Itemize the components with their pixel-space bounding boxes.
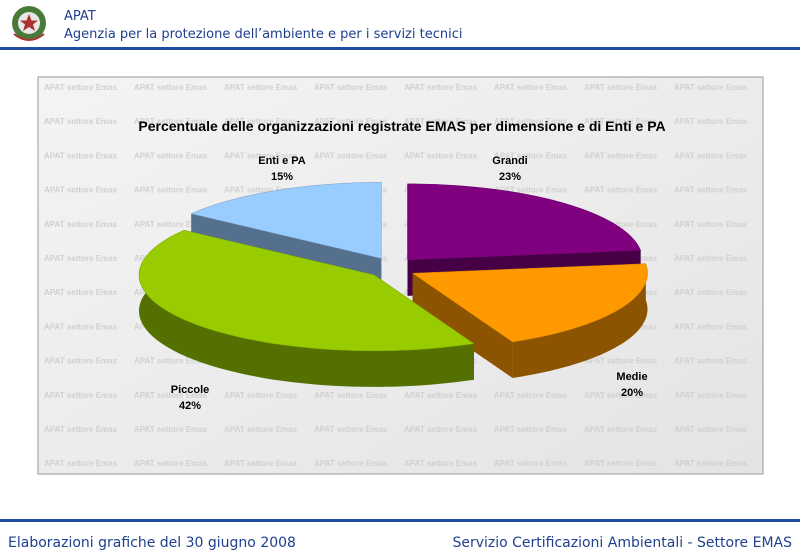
chart-title: Percentuale delle organizzazioni registr… (138, 118, 665, 134)
slice-value-label: 20% (621, 387, 643, 399)
slice-side (412, 273, 513, 378)
watermark-text: APAT settore Emas (224, 117, 298, 126)
slice-value-label: 23% (499, 171, 521, 183)
slice-value-label: 42% (179, 400, 201, 412)
watermark-text: APAT settore Emas (44, 83, 118, 92)
watermark-text: APAT settore Emas (134, 459, 208, 468)
watermark-text: APAT settore Emas (44, 288, 118, 297)
watermark-text: APAT settore Emas (224, 425, 298, 434)
watermark-text: APAT settore Emas (314, 459, 388, 468)
watermark-text: APAT settore Emas (314, 425, 388, 434)
header-title: APAT (64, 9, 96, 24)
pie-slice (138, 229, 475, 387)
watermark-text: APAT settore Emas (674, 357, 748, 366)
watermark-text: APAT settore Emas (494, 459, 568, 468)
slice-label: Enti e PA (258, 155, 306, 167)
watermark-text: APAT settore Emas (44, 254, 118, 263)
watermark-text: APAT settore Emas (404, 459, 478, 468)
watermark-text: APAT settore Emas (494, 425, 568, 434)
watermark-text: APAT settore Emas (44, 186, 118, 195)
watermark-text: APAT settore Emas (134, 357, 208, 366)
watermark-text: APAT settore Emas (674, 83, 748, 92)
watermark-text: APAT settore Emas (674, 391, 748, 400)
watermark-text: APAT settore Emas (314, 83, 388, 92)
watermark-text: APAT settore Emas (134, 117, 208, 126)
header-rule (0, 47, 800, 50)
watermark-text: APAT settore Emas (44, 220, 118, 229)
watermark-text: APAT settore Emas (584, 391, 658, 400)
watermark-text: APAT settore Emas (494, 151, 568, 160)
slice-wall (139, 230, 474, 387)
watermark-text: APAT settore Emas (134, 151, 208, 160)
slice-label: Grandi (492, 155, 527, 167)
watermark-text: APAT settore Emas (674, 151, 748, 160)
watermark-text: APAT settore Emas (134, 186, 208, 195)
watermark-text: APAT settore Emas (44, 391, 118, 400)
watermark-text: APAT settore Emas (44, 357, 118, 366)
slice-top (138, 229, 475, 352)
slice-top (190, 182, 382, 259)
watermark-text: APAT settore Emas (44, 322, 118, 331)
watermark-text: APAT settore Emas (404, 151, 478, 160)
watermark-text: APAT settore Emas (584, 459, 658, 468)
slice-top (407, 183, 641, 261)
watermark-text: APAT settore Emas (314, 117, 388, 126)
watermark-text: APAT settore Emas (44, 425, 118, 434)
slice-wall (512, 263, 648, 378)
watermark-text: APAT settore Emas (404, 117, 478, 126)
watermark-text: APAT settore Emas (494, 83, 568, 92)
watermark-text: APAT settore Emas (44, 117, 118, 126)
header-subtitle: Agenzia per la protezione dell’ambiente … (64, 27, 462, 42)
watermark-text: APAT settore Emas (584, 117, 658, 126)
watermark-text: APAT settore Emas (674, 117, 748, 126)
watermark-text: APAT settore Emas (404, 83, 478, 92)
watermark-text: APAT settore Emas (134, 220, 208, 229)
watermark-text: APAT settore Emas (674, 186, 748, 195)
watermark-text: APAT settore Emas (134, 391, 208, 400)
watermark-text: APAT settore Emas (494, 186, 568, 195)
watermark-text: APAT settore Emas (44, 459, 118, 468)
slice-label: Medie (616, 371, 647, 383)
watermark-text: APAT settore Emas (314, 391, 388, 400)
slice-value-label: 15% (271, 171, 293, 183)
watermark-text: APAT settore Emas (134, 425, 208, 434)
footer-rule (0, 519, 800, 522)
slice-top (411, 263, 648, 343)
watermark-text: APAT settore Emas (584, 357, 658, 366)
watermark-text: APAT settore Emas (224, 83, 298, 92)
watermark-text: APAT settore Emas (134, 83, 208, 92)
footer-right: Servizio Certificazioni Ambientali - Set… (452, 535, 792, 551)
watermark-text: APAT settore Emas (494, 117, 568, 126)
watermark-text: APAT settore Emas (494, 391, 568, 400)
watermark-text: APAT settore Emas (584, 425, 658, 434)
watermark-text: APAT settore Emas (674, 322, 748, 331)
watermark-text: APAT settore Emas (674, 220, 748, 229)
slice-label: Piccole (171, 384, 210, 396)
watermark-text: APAT settore Emas (584, 83, 658, 92)
watermark-text: APAT settore Emas (674, 288, 748, 297)
watermark-text: APAT settore Emas (674, 254, 748, 263)
pie: Grandi 23% Medie 20% Piccole 42% Enti e PA 15% (138, 155, 648, 412)
watermark-text: APAT settore Emas (404, 425, 478, 434)
watermark-text: APAT settore Emas (44, 151, 118, 160)
watermark-text: APAT settore Emas (674, 425, 748, 434)
logo (12, 6, 46, 41)
watermark-text: APAT settore Emas (224, 459, 298, 468)
footer-left: Elaborazioni grafiche del 30 giugno 2008 (8, 535, 296, 551)
watermark-text: APAT settore Emas (584, 151, 658, 160)
watermark-text: APAT settore Emas (584, 186, 658, 195)
watermark-text: APAT settore Emas (404, 391, 478, 400)
watermark-text: APAT settore Emas (224, 151, 298, 160)
watermark-text: APAT settore Emas (314, 151, 388, 160)
watermark-text: APAT settore Emas (224, 186, 298, 195)
watermark-text: APAT settore Emas (224, 391, 298, 400)
watermark-text: APAT settore Emas (584, 220, 658, 229)
pie-slice (411, 263, 648, 378)
watermark-text: APAT settore Emas (674, 459, 748, 468)
